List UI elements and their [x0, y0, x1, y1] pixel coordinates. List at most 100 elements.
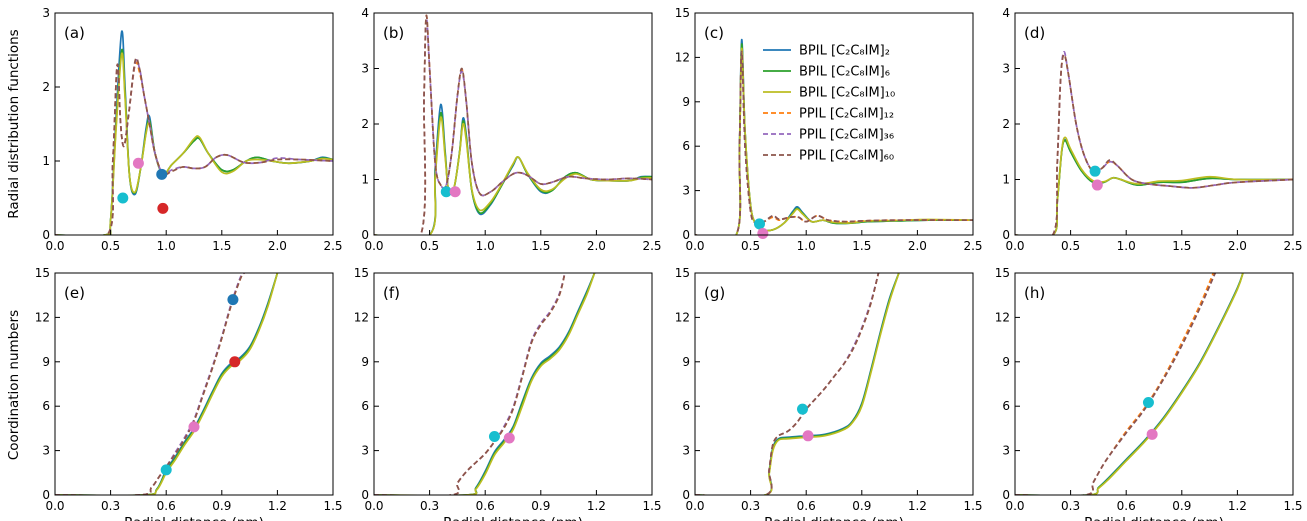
series-line-PPIL12	[374, 273, 566, 495]
panel-label: (g)	[704, 284, 725, 302]
x-tick-label: 0.0	[685, 239, 704, 253]
y-tick-label: 1	[361, 173, 369, 187]
x-tick-label: 2.0	[587, 239, 606, 253]
series-line-PPIL12	[695, 50, 973, 235]
marker-cyan	[440, 186, 452, 198]
x-tick-label: 2.5	[1283, 239, 1302, 253]
y-tick-label: 9	[42, 355, 50, 369]
x-tick-label: 1.5	[531, 239, 550, 253]
series-line-PPIL60	[55, 57, 333, 235]
marker-cyan	[1142, 397, 1154, 408]
series-line-PPIL60	[1015, 53, 1293, 235]
x-tick-label: 0.5	[101, 239, 120, 253]
series-group	[55, 30, 333, 235]
y-tick-label: 0	[682, 488, 690, 502]
x-tick-label: 0.5	[1061, 239, 1080, 253]
panel-label: (e)	[64, 284, 85, 302]
x-tick-label: 0.3	[101, 499, 120, 513]
series-line-BPIL10	[695, 273, 900, 495]
y-tick-label: 3	[361, 444, 369, 458]
marker-cyan	[488, 431, 500, 443]
series-group	[1015, 50, 1293, 235]
axes-frame	[54, 272, 334, 496]
y-tick-label: 3	[1002, 444, 1010, 458]
x-tick-label: 1.5	[212, 239, 231, 253]
panel-a: 0.0 0.5 1.0 1.5 2.0 2.5 0 1 2 3 (a)	[42, 6, 342, 253]
y-tick-label: 6	[361, 399, 369, 413]
series-line-BPIL10	[374, 116, 652, 235]
axes-frame	[694, 272, 974, 496]
x-tick-label: 0.0	[1005, 239, 1024, 253]
series-line-BPIL2	[1015, 273, 1244, 495]
series-line-PPIL60	[374, 14, 652, 235]
x-tick-label: 0.6	[797, 499, 816, 513]
y-tick-label: 3	[682, 184, 690, 198]
y-tick-label: 6	[682, 139, 690, 153]
marker-cyan	[160, 464, 172, 476]
x-tick-label: 1.5	[1283, 499, 1302, 513]
y-tick-label: 15	[995, 266, 1010, 280]
panel-label: (f)	[383, 284, 400, 302]
x-tick-label: 0.3	[1061, 499, 1080, 513]
y-tick-label: 9	[1002, 355, 1010, 369]
x-tick-label: 0.6	[1117, 499, 1136, 513]
series-line-BPIL6	[55, 273, 279, 495]
y-tick-label: 0	[361, 488, 369, 502]
legend-label-PPIL36: PPIL [C₂C₈IM]₃₆	[799, 128, 894, 143]
y-tick-label: 1	[1002, 173, 1010, 187]
x-tick-label: 0.5	[741, 239, 760, 253]
series-line-BPIL2	[374, 103, 652, 235]
y-tick-label: 3	[361, 62, 369, 76]
series-group	[374, 273, 596, 495]
legend-label-BPIL10: BPIL [C₂C₈IM]₁₀	[799, 86, 895, 101]
x-tick-label: 1.2	[908, 499, 927, 513]
ylabel-bottom: Coordination numbers	[6, 310, 22, 460]
y-tick-label: 12	[995, 310, 1010, 324]
marker-red	[229, 356, 241, 368]
y-tick-label: 0	[361, 228, 369, 242]
series-line-PPIL36	[1015, 273, 1216, 495]
series-group	[695, 38, 973, 235]
panel-h: 0.0 0.3 0.6 0.9 1.2 1.5 0 3 6 9 12 15 (h) Radial dist…	[995, 266, 1303, 521]
y-tick-label: 4	[1002, 6, 1010, 20]
x-tick-label: 0.0	[45, 239, 64, 253]
x-tick-label: 1.0	[1117, 239, 1136, 253]
x-tick-label: 1.0	[476, 239, 495, 253]
marker-pink	[132, 157, 144, 169]
x-tick-label: 1.0	[797, 239, 816, 253]
y-tick-label: 6	[1002, 399, 1010, 413]
x-tick-label: 1.2	[587, 499, 606, 513]
x-tick-label: 0.9	[212, 499, 231, 513]
series-line-PPIL36	[374, 273, 566, 495]
series-line-BPIL10	[374, 273, 596, 495]
series-line-PPIL60	[1015, 273, 1216, 495]
x-tick-label: 1.0	[157, 239, 176, 253]
x-tick-label: 0.3	[741, 499, 760, 513]
x-axis-label: Radial distance (nm)	[764, 515, 904, 521]
marker-pink	[802, 430, 814, 442]
marker-blue	[156, 168, 168, 180]
x-tick-label: 0.9	[1172, 499, 1191, 513]
legend-label-PPIL60: PPIL [C₂C₈IM]₆₀	[799, 149, 894, 164]
series-line-PPIL12	[1015, 273, 1215, 495]
x-tick-label: 2.0	[1228, 239, 1247, 253]
y-tick-label: 12	[35, 310, 50, 324]
panel-label: (c)	[704, 24, 724, 42]
y-tick-label: 12	[354, 310, 369, 324]
x-tick-label: 1.2	[268, 499, 287, 513]
y-tick-label: 15	[35, 266, 50, 280]
x-tick-label: 0.0	[685, 499, 704, 513]
panel-e: 0.0 0.3 0.6 0.9 1.2 1.5 0 3 6 9 12 15 (e) Radial dist…	[35, 266, 343, 521]
axes-frame	[373, 12, 653, 236]
series-line-PPIL60	[695, 50, 973, 235]
y-tick-label: 12	[675, 50, 690, 64]
axes-frame	[54, 12, 334, 236]
series-line-PPIL36	[695, 50, 973, 235]
series-line-BPIL6	[55, 48, 333, 235]
x-tick-label: 1.2	[1228, 499, 1247, 513]
legend-label-PPIL12: PPIL [C₂C₈IM]₁₂	[799, 107, 894, 122]
series-line-PPIL36	[695, 273, 880, 495]
x-tick-label: 0.5	[420, 239, 439, 253]
